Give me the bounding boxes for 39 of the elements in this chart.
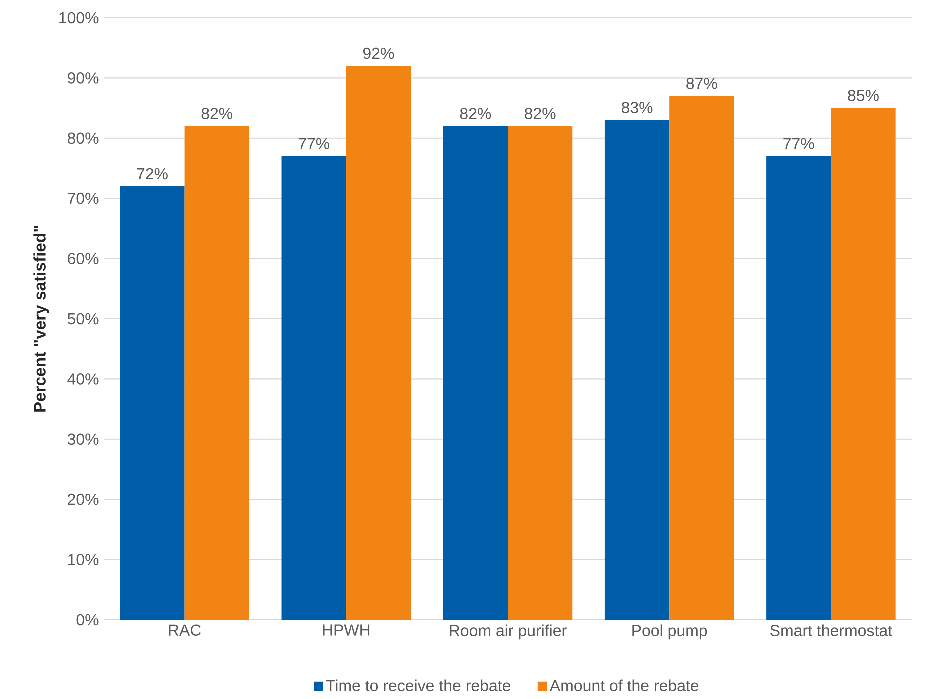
data-label: 92% [363, 48, 394, 60]
y-tick-label: 50% [68, 313, 99, 325]
data-label: 87% [686, 78, 718, 90]
y-tick-label: 0% [76, 614, 99, 626]
y-tick-label: 100% [60, 12, 99, 24]
y-tick-label: 60% [68, 253, 99, 265]
y-tick-label: 40% [68, 374, 99, 385]
data-label: 82% [460, 108, 492, 120]
data-label: 83% [622, 102, 653, 114]
legend-label: Time to receive the rebate [326, 680, 511, 692]
data-label: 72% [137, 168, 168, 180]
y-tick-label: 70% [68, 193, 99, 204]
legend-label: Amount of the rebate [550, 680, 699, 692]
bar [508, 126, 573, 620]
x-tick-label: Pool pump [632, 624, 708, 640]
bar [766, 156, 832, 620]
bar [120, 186, 185, 620]
y-tick-label: 30% [68, 434, 99, 446]
bar [443, 126, 508, 620]
y-tick-label: 10% [68, 554, 99, 566]
bar [184, 126, 250, 620]
y-axis-title: Percent "very satisfied" [34, 226, 50, 412]
x-tick-label: RAC [169, 624, 202, 636]
y-tick-label: 80% [68, 132, 99, 144]
y-tick-label: 20% [68, 494, 99, 506]
data-label: 85% [848, 90, 879, 102]
x-tick-label: Room air purifier [450, 624, 567, 640]
data-label: 77% [784, 138, 814, 150]
data-label: 82% [524, 108, 556, 120]
bar [831, 108, 896, 620]
y-tick-label: 90% [68, 72, 99, 84]
bar [282, 156, 346, 620]
x-tick-label: Smart thermostat [770, 624, 892, 637]
bar [346, 66, 412, 620]
bar [670, 96, 734, 620]
data-label: 82% [202, 108, 233, 120]
bar [604, 120, 670, 620]
data-label: 77% [298, 138, 330, 150]
x-tick-label: HPWH [323, 624, 370, 636]
